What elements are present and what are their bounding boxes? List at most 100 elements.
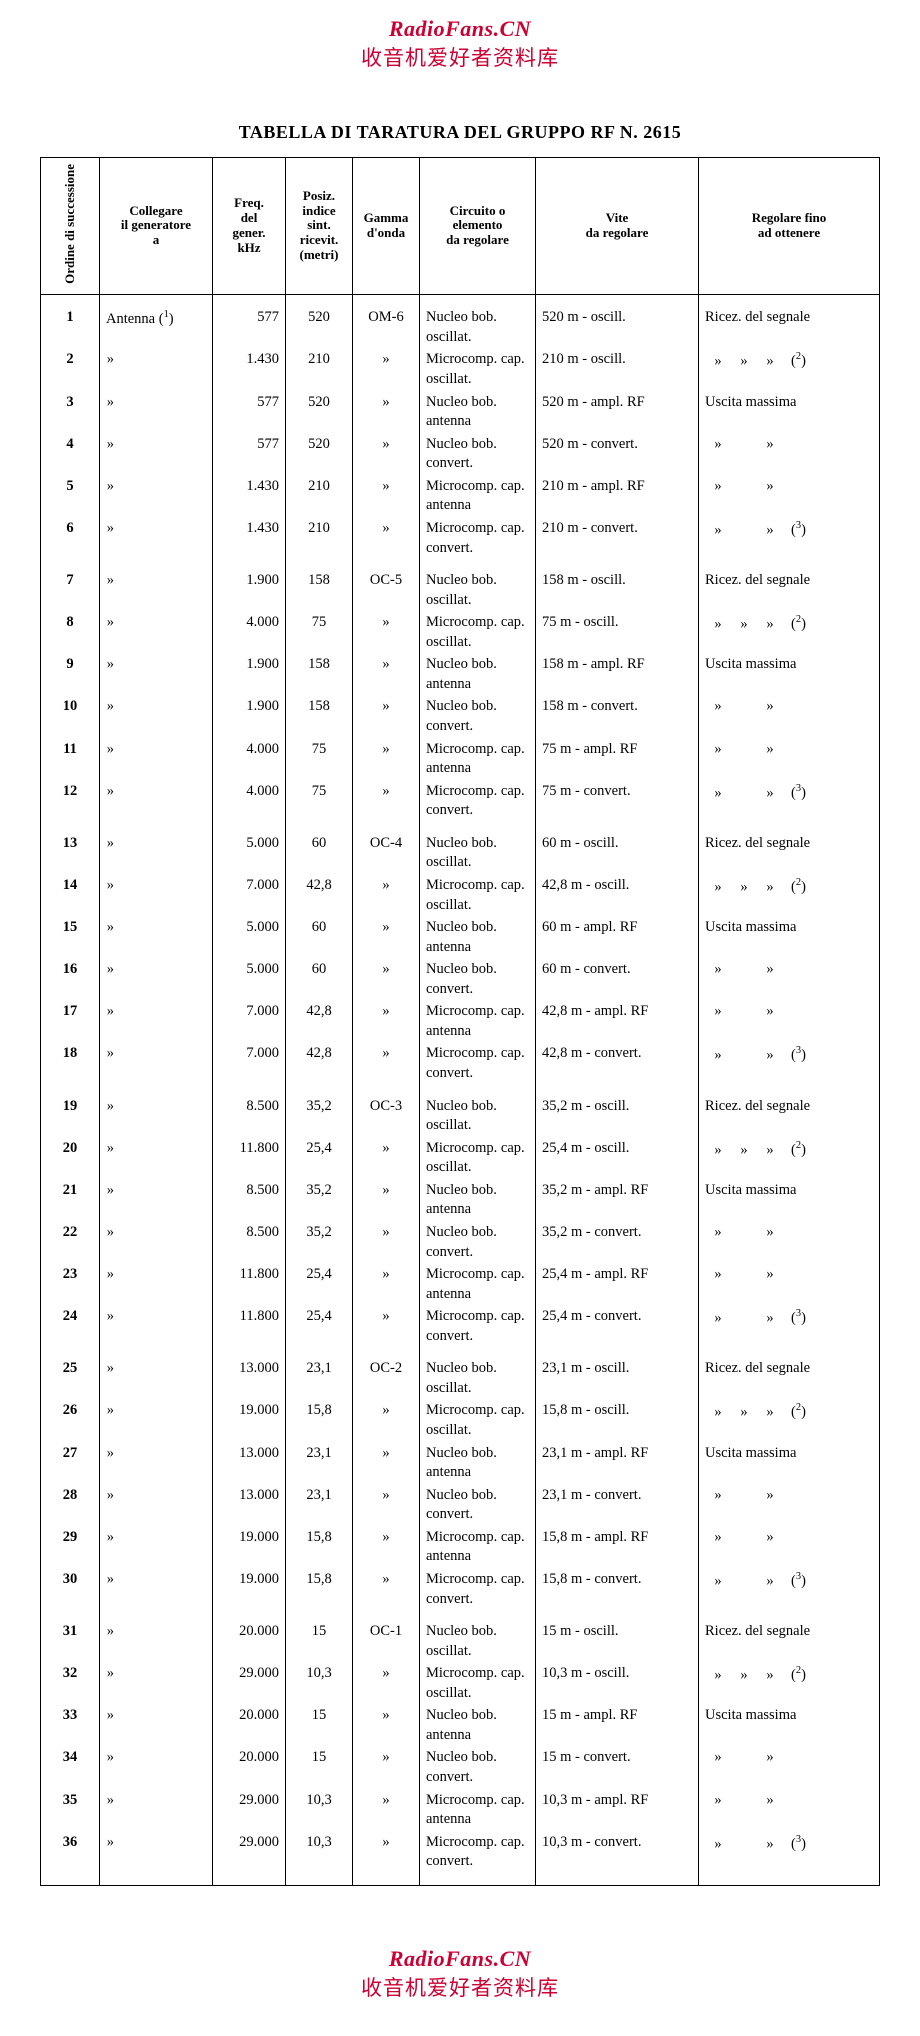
cell-vite: 25,4 m - oscill. xyxy=(536,1137,699,1179)
table-row: 19»8.50035,2OC-3Nucleo bob. oscillat.35,… xyxy=(41,1095,880,1137)
cell-regolare: » » xyxy=(699,1526,880,1568)
table-row: 22»8.50035,2»Nucleo bob. convert.35,2 m … xyxy=(41,1221,880,1263)
cell-pos: 15,8 xyxy=(286,1400,353,1442)
cell-regolare: » » xyxy=(699,1789,880,1831)
cell-collegare: » xyxy=(100,780,213,822)
cell-collegare: » xyxy=(100,832,213,874)
cell-circuito: Nucleo bob. oscillat. xyxy=(420,307,536,349)
cell-gamma: » xyxy=(353,1221,420,1263)
table-body: 1Antenna (1)577520OM-6Nucleo bob. oscill… xyxy=(41,294,880,1886)
table-bottom-rule xyxy=(41,1886,880,1887)
cell-vite: 158 m - convert. xyxy=(536,696,699,738)
cell-order: 15 xyxy=(41,917,100,959)
cell-order: 5 xyxy=(41,475,100,517)
cell-circuito: Nucleo bob. oscillat. xyxy=(420,832,536,874)
cell-order: 33 xyxy=(41,1705,100,1747)
table-row: 4»577520»Nucleo bob. convert.520 m - con… xyxy=(41,433,880,475)
cell-circuito: Nucleo bob. convert. xyxy=(420,433,536,475)
cell-order: 9 xyxy=(41,654,100,696)
cell-freq: 19.000 xyxy=(213,1568,286,1610)
cell-gamma: » xyxy=(353,1526,420,1568)
cell-pos: 15,8 xyxy=(286,1568,353,1610)
cell-circuito: Nucleo bob. antenna xyxy=(420,1179,536,1221)
cell-regolare: » » xyxy=(699,1001,880,1043)
cell-collegare: » xyxy=(100,917,213,959)
table-row: 1Antenna (1)577520OM-6Nucleo bob. oscill… xyxy=(41,307,880,349)
cell-freq: 11.800 xyxy=(213,1264,286,1306)
cell-circuito: Microcomp. cap. convert. xyxy=(420,1831,536,1873)
cell-collegare: » xyxy=(100,1306,213,1348)
cell-freq: 577 xyxy=(213,433,286,475)
cell-collegare: » xyxy=(100,738,213,780)
cell-vite: 15,8 m - ampl. RF xyxy=(536,1526,699,1568)
cell-pos: 210 xyxy=(286,475,353,517)
table-row: 12»4.00075»Microcomp. cap. convert.75 m … xyxy=(41,780,880,822)
cell-circuito: Nucleo bob. antenna xyxy=(420,391,536,433)
cell-gamma: » xyxy=(353,433,420,475)
cell-vite: 10,3 m - ampl. RF xyxy=(536,1789,699,1831)
cell-gamma: » xyxy=(353,780,420,822)
cell-vite: 520 m - ampl. RF xyxy=(536,391,699,433)
table-row: 5»1.430210»Microcomp. cap. antenna210 m … xyxy=(41,475,880,517)
cell-order: 28 xyxy=(41,1484,100,1526)
table-row: 25»13.00023,1OC-2Nucleo bob. oscillat.23… xyxy=(41,1358,880,1400)
cell-freq: 1.900 xyxy=(213,570,286,612)
cell-order: 35 xyxy=(41,1789,100,1831)
cell-pos: 25,4 xyxy=(286,1306,353,1348)
cell-pos: 158 xyxy=(286,654,353,696)
cell-vite: 15,8 m - convert. xyxy=(536,1568,699,1610)
cell-collegare: » xyxy=(100,1358,213,1400)
cell-gamma: » xyxy=(353,1306,420,1348)
cell-pos: 15 xyxy=(286,1621,353,1663)
cell-regolare: » » xyxy=(699,1221,880,1263)
cell-order: 13 xyxy=(41,832,100,874)
cell-regolare: Uscita massima xyxy=(699,1442,880,1484)
cell-gamma: » xyxy=(353,1663,420,1705)
table-row: 2»1.430210»Microcomp. cap. oscillat.210 … xyxy=(41,349,880,391)
col-header-collegare: Collegare il generatore a xyxy=(100,158,213,295)
cell-vite: 520 m - oscill. xyxy=(536,307,699,349)
cell-order: 25 xyxy=(41,1358,100,1400)
cell-circuito: Microcomp. cap. convert. xyxy=(420,1043,536,1085)
cell-collegare: » xyxy=(100,1789,213,1831)
table-row: 15»5.00060»Nucleo bob. antenna60 m - amp… xyxy=(41,917,880,959)
cell-collegare: » xyxy=(100,1095,213,1137)
cell-gamma: » xyxy=(353,1137,420,1179)
cell-regolare: » »(3) xyxy=(699,780,880,822)
cell-vite: 520 m - convert. xyxy=(536,433,699,475)
cell-circuito: Microcomp. cap. convert. xyxy=(420,1568,536,1610)
cell-pos: 35,2 xyxy=(286,1095,353,1137)
cell-freq: 1.900 xyxy=(213,696,286,738)
cell-order: 11 xyxy=(41,738,100,780)
cell-circuito: Nucleo bob. oscillat. xyxy=(420,1095,536,1137)
cell-pos: 520 xyxy=(286,433,353,475)
cell-pos: 158 xyxy=(286,696,353,738)
cell-freq: 29.000 xyxy=(213,1831,286,1873)
cell-gamma: » xyxy=(353,1179,420,1221)
col-header-gamma: Gamma d'onda xyxy=(353,158,420,295)
cell-regolare: Ricez. del segnale xyxy=(699,570,880,612)
cell-gamma: » xyxy=(353,654,420,696)
cell-pos: 75 xyxy=(286,780,353,822)
cell-pos: 10,3 xyxy=(286,1663,353,1705)
cell-circuito: Microcomp. cap. convert. xyxy=(420,517,536,559)
cell-order: 19 xyxy=(41,1095,100,1137)
cell-order: 1 xyxy=(41,307,100,349)
cell-vite: 210 m - convert. xyxy=(536,517,699,559)
cell-order: 10 xyxy=(41,696,100,738)
cell-vite: 35,2 m - ampl. RF xyxy=(536,1179,699,1221)
cell-freq: 1.900 xyxy=(213,654,286,696)
cell-pos: 60 xyxy=(286,917,353,959)
table-row: 23»11.80025,4»Microcomp. cap. antenna25,… xyxy=(41,1264,880,1306)
cell-pos: 15,8 xyxy=(286,1526,353,1568)
table-row: 31»20.00015OC-1Nucleo bob. oscillat.15 m… xyxy=(41,1621,880,1663)
cell-circuito: Nucleo bob. oscillat. xyxy=(420,1621,536,1663)
cell-collegare: » xyxy=(100,570,213,612)
cell-vite: 158 m - oscill. xyxy=(536,570,699,612)
cell-collegare: » xyxy=(100,517,213,559)
col-header-circuito: Circuito o elemento da regolare xyxy=(420,158,536,295)
cell-circuito: Microcomp. cap. oscillat. xyxy=(420,612,536,654)
table-row: 21»8.50035,2»Nucleo bob. antenna35,2 m -… xyxy=(41,1179,880,1221)
cell-gamma: » xyxy=(353,1484,420,1526)
cell-circuito: Microcomp. cap. oscillat. xyxy=(420,1400,536,1442)
